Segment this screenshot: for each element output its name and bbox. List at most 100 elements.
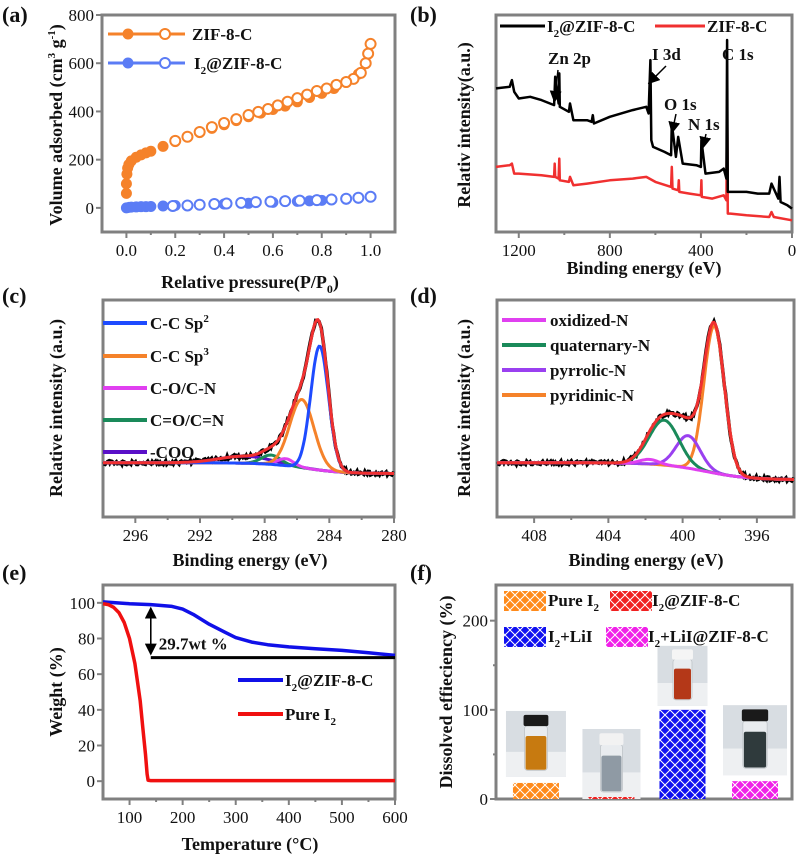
data-point-desorption	[271, 99, 284, 112]
data-point-adsorption	[120, 178, 132, 190]
legend-marker-open	[159, 57, 171, 69]
data-point-desorption	[181, 130, 194, 143]
y-tick-label: 100	[70, 594, 96, 613]
panel-label-d: (d)	[410, 283, 437, 308]
legend-label-quaternary: quaternary-N	[550, 336, 651, 355]
plot-frame	[494, 583, 794, 801]
x-tick-label: 600	[382, 808, 408, 827]
data-point-desorption	[166, 199, 179, 212]
panel-label-a: (a)	[2, 2, 28, 27]
x-tick-label: 284	[317, 526, 343, 545]
legend-label-sp2: C-C Sp2	[150, 313, 209, 333]
panel-b-xps-survey: 1200 800 400 0 I2@ZIF-8-C ZIF-8-C Zn 2p I 3…	[454, 13, 797, 279]
x-tick-label: 400	[276, 808, 302, 827]
data-point-adsorption	[145, 145, 157, 157]
axis-ticks: 408 404 400 396	[521, 517, 770, 545]
annotation-n1s: N 1s	[688, 115, 720, 134]
data-point-desorption	[325, 193, 338, 206]
data-point-desorption	[293, 194, 306, 207]
x-tick-label: 1200	[502, 241, 536, 260]
panel-label-f: (f)	[410, 560, 432, 585]
x-tick-label: 100	[117, 808, 143, 827]
bar-hatch	[588, 797, 635, 799]
y-tick-label: 600	[69, 54, 95, 73]
series-line	[495, 98, 793, 222]
envelope-line	[103, 318, 394, 475]
axis-ticks: 0 100 200	[463, 612, 496, 809]
data-point-desorption	[264, 195, 277, 208]
data-point-desorption	[291, 92, 304, 105]
x-tick-label: 400	[670, 526, 696, 545]
x-tick-label: 0.0	[116, 241, 137, 260]
x-axis-title: Binding energy (eV)	[569, 550, 724, 571]
data-point-desorption	[310, 84, 323, 97]
data-point-desorption	[169, 134, 182, 147]
component-line	[497, 418, 794, 481]
x-tick-label: 200	[170, 808, 196, 827]
data-point-desorption	[249, 196, 262, 209]
panel-d-n1s-spectrum: 408 404 400 396 oxidized-N quaternary-N pyr…	[454, 298, 796, 571]
plot-frame	[494, 13, 794, 234]
annotation-i3d: I 3d	[652, 45, 681, 64]
series-line	[102, 600, 396, 658]
data-point-desorption	[262, 103, 275, 116]
y-tick-label: 0	[480, 790, 489, 809]
data-point-desorption	[235, 196, 248, 209]
panel-f-dissolution: 0 100 200 Pure I2 I2@ZIF-8-C I2+LiI I2+LiI…	[436, 583, 794, 809]
legend-label-oxidized: oxidized-N	[550, 311, 629, 330]
x-tick-label: 0.4	[213, 241, 235, 260]
legend-label-i2zif: I2@ZIF-8-C	[285, 671, 373, 694]
legend-label-pyridinic: pyridinic-N	[550, 386, 635, 405]
weight-loss-annotation: 29.7wt %	[144, 606, 395, 660]
legend-swatch-hatch	[504, 591, 546, 611]
x-tick-label: 300	[223, 808, 249, 827]
peak-annotations: Zn 2p I 3d O 1s N 1s C 1s	[548, 45, 754, 149]
plot-data	[102, 318, 395, 480]
bar-hatch	[732, 781, 778, 799]
legend-label-pyrrolic: pyrrolic-N	[550, 361, 627, 380]
x-tick-label: 0	[788, 241, 797, 260]
legend: C-C Sp2 C-C Sp3 C-O/C-N C=O/C=N -COO	[103, 313, 225, 462]
data-point-desorption	[364, 37, 377, 50]
x-tick-label: 296	[123, 526, 149, 545]
data-point-desorption	[340, 76, 353, 89]
legend-label-co: C-O/C-N	[150, 379, 217, 398]
legend-label-cdo: C=O/C=N	[150, 411, 225, 430]
annotation-o1s: O 1s	[664, 95, 697, 114]
vial-photo	[657, 645, 708, 706]
legend-label-i2zif: I2@ZIF-8-C	[194, 54, 282, 77]
vial-cap	[523, 714, 549, 727]
plot-frame	[101, 583, 397, 801]
vial-cap	[671, 649, 693, 660]
legend: ZIF-8-C I2@ZIF-8-C	[108, 25, 282, 77]
panel-a-isotherm: 0.0 0.2 0.4 0.6 0.8 1.0 0 200 400 600 800 ZIF-8-C …	[46, 6, 397, 296]
x-tick-label: 396	[744, 526, 770, 545]
plot-data	[496, 316, 795, 485]
x-axis-title: Binding energy (eV)	[567, 258, 722, 279]
legend-swatch-hatch	[606, 627, 648, 647]
bar-hatch	[512, 782, 559, 799]
x-tick-label: 0.8	[311, 241, 332, 260]
y-tick-label: 800	[69, 6, 95, 25]
y-tick-label: 0	[86, 199, 95, 218]
data-point-desorption	[320, 82, 333, 95]
data-point-desorption	[362, 47, 375, 60]
data-point-desorption	[242, 109, 255, 122]
y-axis-title: Relativ intensity(a.u.)	[454, 42, 475, 208]
data-point-desorption	[252, 105, 265, 118]
legend: oxidized-N quaternary-N pyrrolic-N pyrid…	[502, 311, 651, 405]
data-point-desorption	[181, 199, 194, 212]
y-tick-label: 200	[69, 151, 95, 170]
annotation-zn2p: Zn 2p	[548, 49, 591, 68]
legend-marker-open	[159, 28, 171, 40]
plot-data	[102, 600, 396, 783]
y-tick-label: 80	[78, 630, 95, 649]
data-point-desorption	[230, 113, 243, 126]
panel-label-e: (e)	[2, 560, 26, 585]
panel-label-c: (c)	[2, 283, 26, 308]
x-tick-label: 292	[187, 526, 213, 545]
data-point-adsorption	[145, 200, 157, 212]
x-tick-label: 280	[381, 526, 407, 545]
data-point-desorption	[281, 95, 294, 108]
y-tick-label: 200	[463, 612, 489, 631]
